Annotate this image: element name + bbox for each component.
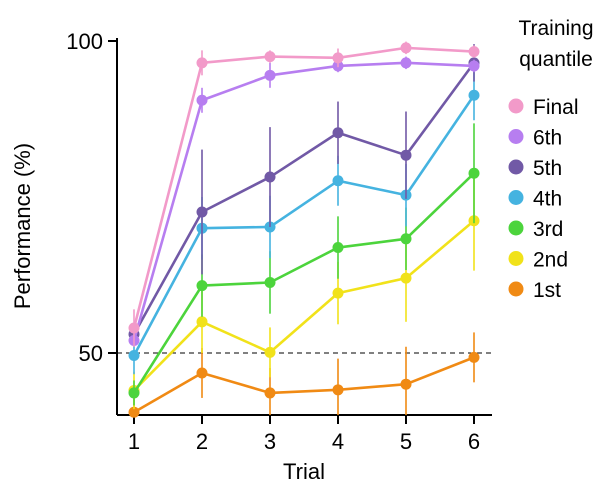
data-point: [128, 322, 140, 334]
series-line: [132, 61, 475, 341]
data-point: [196, 367, 208, 379]
legend-title-line-1: Training: [518, 17, 593, 40]
legend-marker-6th: [508, 129, 524, 144]
x-tick-label: 3: [264, 429, 276, 454]
series-6th: [128, 56, 480, 347]
legend-label-6th: 6th: [533, 127, 562, 150]
legend-label-2nd: 2nd: [533, 249, 568, 272]
data-point: [128, 387, 140, 399]
data-point: [468, 60, 480, 72]
data-point: [264, 69, 276, 81]
series-2nd: [128, 170, 480, 410]
legend-marker-3rd: [508, 220, 524, 236]
data-point: [332, 287, 344, 299]
data-point: [264, 387, 276, 399]
legend-marker-4th: [508, 190, 524, 205]
data-point: [264, 51, 276, 63]
legend-items: Final 6th 5th 4th 3rd 2nd 1st: [508, 96, 579, 302]
data-point: [264, 276, 276, 288]
data-point: [468, 351, 480, 363]
series-line: [133, 219, 475, 392]
x-ticks: 1 2 3 4 5 6: [128, 415, 480, 454]
legend-label-3rd: 3rd: [533, 218, 563, 241]
data-point: [400, 57, 412, 69]
y-tick-label: 100: [66, 29, 103, 54]
data-point: [332, 242, 344, 254]
legend-marker-1st: [508, 281, 524, 297]
x-tick-label: 1: [128, 429, 140, 454]
data-point: [468, 46, 480, 58]
series-5th: [128, 44, 480, 341]
data-point: [196, 94, 208, 106]
data-point: [332, 127, 344, 139]
data-point: [196, 206, 208, 218]
data-point: [332, 384, 344, 396]
data-point: [196, 280, 208, 292]
data-point: [332, 52, 344, 64]
axes: [116, 38, 492, 416]
legend-label-final: Final: [533, 96, 579, 119]
series-4th: [128, 70, 480, 375]
legend-label-5th: 5th: [533, 157, 562, 180]
data-point: [264, 171, 276, 183]
legend-title-line-2: quantile: [519, 48, 593, 71]
data-point: [400, 42, 412, 54]
data-point: [128, 406, 140, 418]
y-tick-label: 50: [79, 341, 103, 366]
x-tick-label: 5: [400, 429, 412, 454]
series-line: [132, 172, 475, 394]
x-axis-label: Trial: [283, 459, 325, 484]
legend-marker-5th: [508, 159, 524, 175]
data-point: [332, 175, 344, 187]
data-point: [400, 378, 412, 390]
x-tick-label: 4: [332, 429, 344, 454]
data-point: [400, 233, 412, 245]
legend-marker-2nd: [508, 251, 524, 266]
data-point: [468, 167, 480, 179]
legend-label-1st: 1st: [533, 279, 561, 302]
series-3rd: [128, 123, 480, 406]
data-point: [196, 57, 208, 69]
data-point: [196, 316, 208, 328]
data-point: [400, 149, 412, 161]
legend-marker-final: [508, 98, 524, 114]
series-line: [132, 46, 475, 329]
x-tick-label: 6: [468, 429, 480, 454]
series-final: [128, 41, 480, 347]
y-axis-label: Performance (%): [10, 143, 35, 309]
legend-label-4th: 4th: [533, 188, 562, 211]
data-point: [128, 349, 140, 361]
data-point: [400, 272, 412, 284]
data-point: [264, 346, 276, 358]
series-line: [133, 356, 475, 414]
series-1st: [128, 332, 480, 418]
data-point: [468, 89, 480, 101]
x-tick-label: 2: [196, 429, 208, 454]
series-line: [132, 62, 476, 335]
series-layer: [128, 41, 480, 418]
series-line: [132, 94, 476, 357]
y-ticks: 50 100: [66, 29, 117, 366]
legend: Training quantile Final 6th 5th 4th 3rd 2nd 1s…: [508, 17, 594, 302]
